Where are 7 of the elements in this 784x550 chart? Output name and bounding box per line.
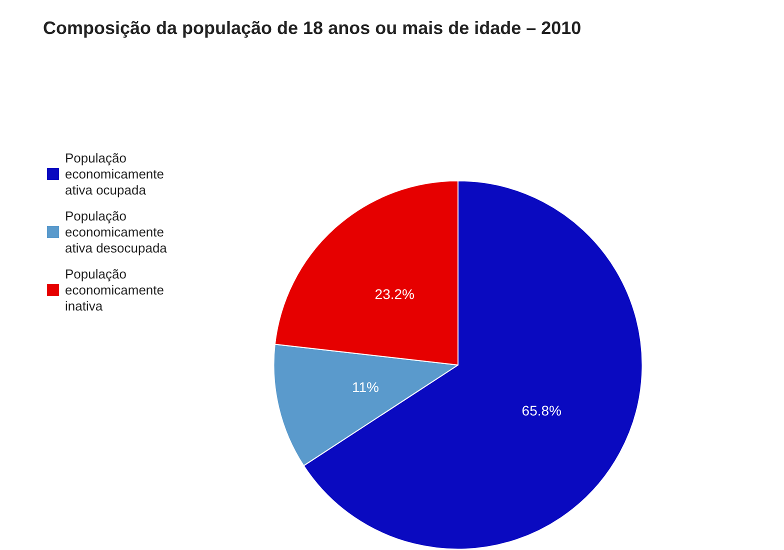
legend-label: População economicamente ativa ocupada (65, 150, 168, 198)
chart-title: Composição da população de 18 anos ou mais de idade – 2010 (43, 18, 582, 38)
data-label: 65.8% (522, 402, 562, 418)
data-label: 11% (352, 378, 379, 395)
data-label: 23.2% (374, 286, 414, 302)
legend-label: População economicamente ativa desocupada (65, 208, 168, 256)
legend-label: População economicamente inativa (65, 266, 168, 314)
